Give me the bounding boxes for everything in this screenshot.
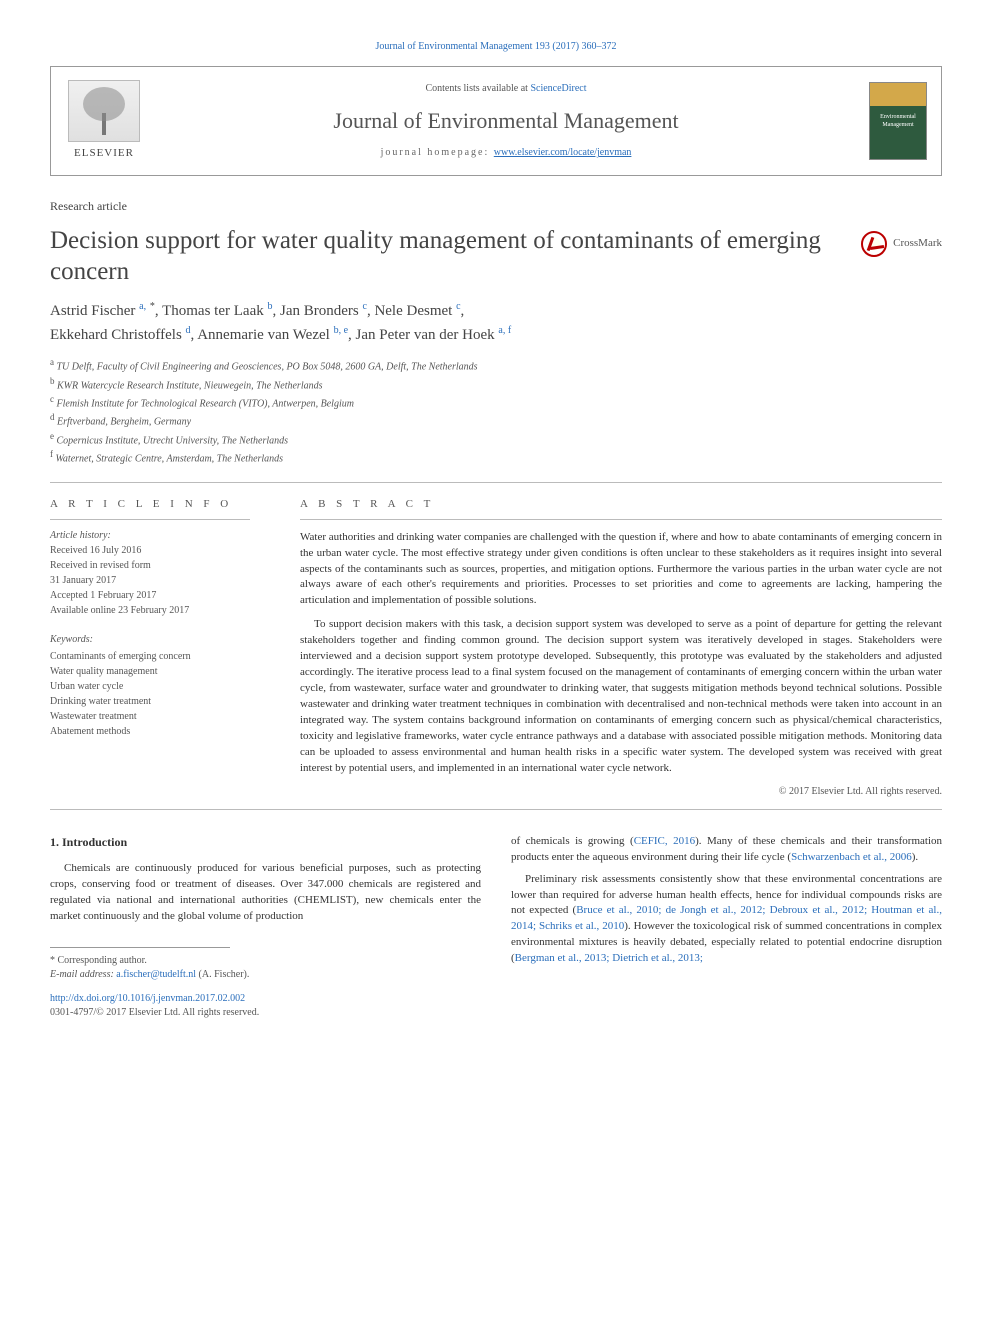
contents-prefix: Contents lists available at xyxy=(425,83,530,94)
corresponding-author: * Corresponding author. xyxy=(50,954,481,968)
title-row: Decision support for water quality manag… xyxy=(50,225,942,300)
affiliation-line: e Copernicus Institute, Utrecht Universi… xyxy=(50,430,942,448)
citation-link[interactable]: Schwarzenbach et al., 2006 xyxy=(791,851,912,863)
history-label: Article history: xyxy=(50,530,111,541)
crossmark-label: CrossMark xyxy=(893,236,942,251)
footnotes: * Corresponding author. E-mail address: … xyxy=(50,947,481,982)
divider xyxy=(50,809,942,810)
accepted-date: Accepted 1 February 2017 xyxy=(50,590,156,601)
publisher-logo: ELSEVIER xyxy=(65,77,143,165)
corresponding-email-link[interactable]: a.fischer@tudelft.nl xyxy=(116,969,196,980)
keywords-block: Keywords: Contaminants of emerging conce… xyxy=(50,632,270,739)
revised-line-2: 31 January 2017 xyxy=(50,575,116,586)
citation-link[interactable]: CEFIC, 2016 xyxy=(634,835,695,847)
sciencedirect-link[interactable]: ScienceDirect xyxy=(530,83,586,94)
intro-right-p1: of chemicals is growing (CEFIC, 2016). M… xyxy=(511,834,942,866)
elsevier-tree-icon xyxy=(68,80,140,142)
authors-line-2: Ekkehard Christoffels d, Annemarie van W… xyxy=(50,323,942,347)
journal-name: Journal of Environmental Management xyxy=(143,106,869,137)
keyword-item: Abatement methods xyxy=(50,724,270,739)
affiliation-line: a TU Delft, Faculty of Civil Engineering… xyxy=(50,356,942,374)
intro-left-p1: Chemicals are continuously produced for … xyxy=(50,861,481,925)
abstract-copyright: © 2017 Elsevier Ltd. All rights reserved… xyxy=(300,785,942,799)
doi-link[interactable]: http://dx.doi.org/10.1016/j.jenvman.2017… xyxy=(50,993,245,1004)
article-history: Article history: Received 16 July 2016 R… xyxy=(50,528,270,618)
affiliation-line: f Waternet, Strategic Centre, Amsterdam,… xyxy=(50,448,942,466)
keywords-list: Contaminants of emerging concernWater qu… xyxy=(50,649,270,739)
info-abstract-row: A R T I C L E I N F O Article history: R… xyxy=(50,497,942,798)
homepage-line: journal homepage: www.elsevier.com/locat… xyxy=(143,146,869,160)
section-heading-introduction: 1. Introduction xyxy=(50,834,481,851)
header-center: Contents lists available at ScienceDirec… xyxy=(143,82,869,161)
citation-link[interactable]: Bergman et al., 2013; Dietrich et al., 2… xyxy=(515,952,703,964)
keyword-item: Urban water cycle xyxy=(50,679,270,694)
footnote-rule xyxy=(50,947,230,948)
page: Journal of Environmental Management 193 … xyxy=(0,0,992,1061)
text-span: ). xyxy=(912,851,918,863)
keyword-item: Water quality management xyxy=(50,664,270,679)
affiliation-line: b KWR Watercycle Research Institute, Nie… xyxy=(50,375,942,393)
crossmark-badge[interactable]: CrossMark xyxy=(861,231,942,257)
text-span: of chemicals is growing ( xyxy=(511,835,634,847)
divider-short xyxy=(50,519,250,520)
email-line: E-mail address: a.fischer@tudelft.nl (A.… xyxy=(50,968,481,982)
article-info-column: A R T I C L E I N F O Article history: R… xyxy=(50,497,270,798)
cover-text: Environmental Management xyxy=(872,113,924,130)
journal-cover-thumbnail: Environmental Management xyxy=(869,82,927,160)
running-head: Journal of Environmental Management 193 … xyxy=(50,40,942,54)
affiliation-line: c Flemish Institute for Technological Re… xyxy=(50,393,942,411)
crossmark-icon xyxy=(861,231,887,257)
abstract-heading: A B S T R A C T xyxy=(300,497,942,512)
contents-line: Contents lists available at ScienceDirec… xyxy=(143,82,869,96)
online-date: Available online 23 February 2017 xyxy=(50,605,189,616)
abstract-column: A B S T R A C T Water authorities and dr… xyxy=(300,497,942,798)
received-date: Received 16 July 2016 xyxy=(50,545,141,556)
authors-line-1: Astrid Fischer a, *, Thomas ter Laak b, … xyxy=(50,299,942,323)
homepage-prefix: journal homepage: xyxy=(381,147,494,158)
keyword-item: Drinking water treatment xyxy=(50,694,270,709)
article-title: Decision support for water quality manag… xyxy=(50,225,830,288)
publisher-name: ELSEVIER xyxy=(74,146,134,161)
affiliation-line: d Erftverband, Bergheim, Germany xyxy=(50,411,942,429)
divider xyxy=(300,519,942,520)
homepage-link[interactable]: www.elsevier.com/locate/jenvman xyxy=(494,147,632,158)
email-suffix: (A. Fischer). xyxy=(196,969,249,980)
issn-copyright: 0301-4797/© 2017 Elsevier Ltd. All right… xyxy=(50,1007,259,1018)
doi-block: http://dx.doi.org/10.1016/j.jenvman.2017… xyxy=(50,992,481,1021)
body-col-left: 1. Introduction Chemicals are continuous… xyxy=(50,834,481,1021)
article-info-heading: A R T I C L E I N F O xyxy=(50,497,270,512)
abstract-p2: To support decision makers with this tas… xyxy=(300,617,942,776)
article-type: Research article xyxy=(50,198,942,215)
divider xyxy=(50,482,942,483)
keyword-item: Contaminants of emerging concern xyxy=(50,649,270,664)
journal-header: ELSEVIER Contents lists available at Sci… xyxy=(50,66,942,176)
authors: Astrid Fischer a, *, Thomas ter Laak b, … xyxy=(50,299,942,346)
body-columns: 1. Introduction Chemicals are continuous… xyxy=(50,834,942,1021)
abstract-text: Water authorities and drinking water com… xyxy=(300,530,942,777)
keyword-item: Wastewater treatment xyxy=(50,709,270,724)
revised-line-1: Received in revised form xyxy=(50,560,151,571)
keywords-label: Keywords: xyxy=(50,632,270,647)
running-head-link[interactable]: Journal of Environmental Management 193 … xyxy=(375,41,616,52)
abstract-p1: Water authorities and drinking water com… xyxy=(300,530,942,610)
affiliations: a TU Delft, Faculty of Civil Engineering… xyxy=(50,356,942,466)
intro-right-p2: Preliminary risk assessments consistentl… xyxy=(511,872,942,968)
email-label: E-mail address: xyxy=(50,969,116,980)
body-col-right: of chemicals is growing (CEFIC, 2016). M… xyxy=(511,834,942,1021)
